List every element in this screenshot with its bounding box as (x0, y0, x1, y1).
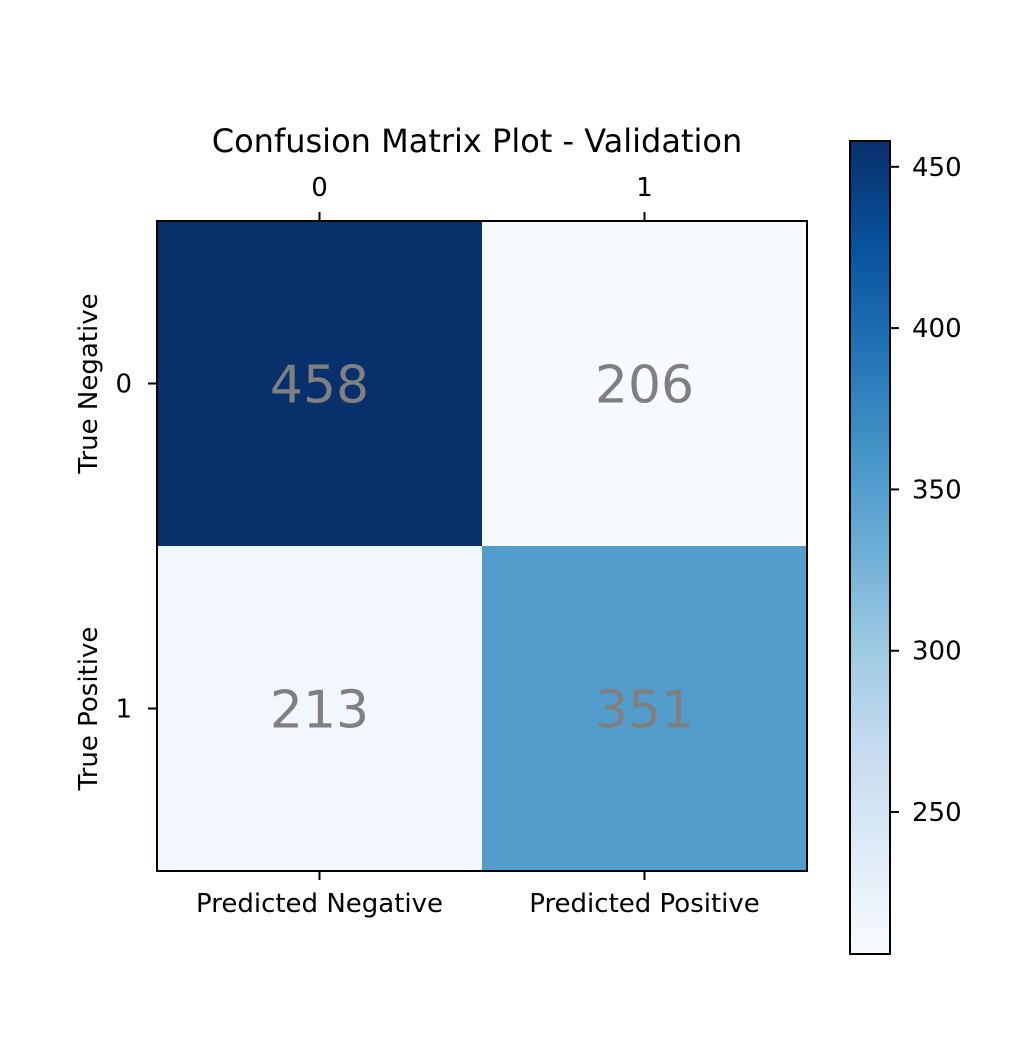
colorbar-tick-label: 300 (912, 637, 962, 667)
colorbar-frame (849, 140, 891, 955)
y-row-label: True Positive (74, 627, 104, 792)
cell-value-label: 206 (595, 356, 694, 416)
chart-title: Confusion Matrix Plot - Validation (212, 122, 742, 160)
heatmap-cell (157, 221, 482, 546)
colorbar-tick-label: 450 (912, 153, 962, 183)
colorbar-tick-label: 400 (912, 314, 962, 344)
colorbar-tick-label: 350 (912, 475, 962, 505)
y-tick-label: 0 (115, 370, 132, 400)
colorbar: 250 300 350 400 450 (849, 140, 962, 955)
heatmap-cell (482, 221, 807, 546)
x-top-tick-label: 1 (636, 173, 653, 203)
heatmap-cells (157, 221, 807, 871)
x-bottom-tick-label: Predicted Positive (529, 889, 760, 919)
heatmap-value-labels: 458 206 213 351 (270, 356, 694, 741)
plot-frame (156, 220, 808, 872)
cell-value-label: 213 (270, 681, 369, 741)
heatmap-cell (157, 546, 482, 871)
heatmap-cell (482, 546, 807, 871)
cell-value-label: 458 (270, 356, 369, 416)
x-bottom-tick-label: Predicted Negative (196, 889, 443, 919)
colorbar-fill (850, 141, 890, 954)
y-row-label: True Negative (74, 293, 104, 474)
y-tick-label: 1 (115, 695, 132, 725)
axes: 0 1 Predicted Negative Predicted Positive 0 1… (74, 173, 760, 919)
x-top-tick-label: 0 (311, 173, 328, 203)
colorbar-tick-label: 250 (912, 798, 962, 828)
cell-value-label: 351 (595, 681, 694, 741)
